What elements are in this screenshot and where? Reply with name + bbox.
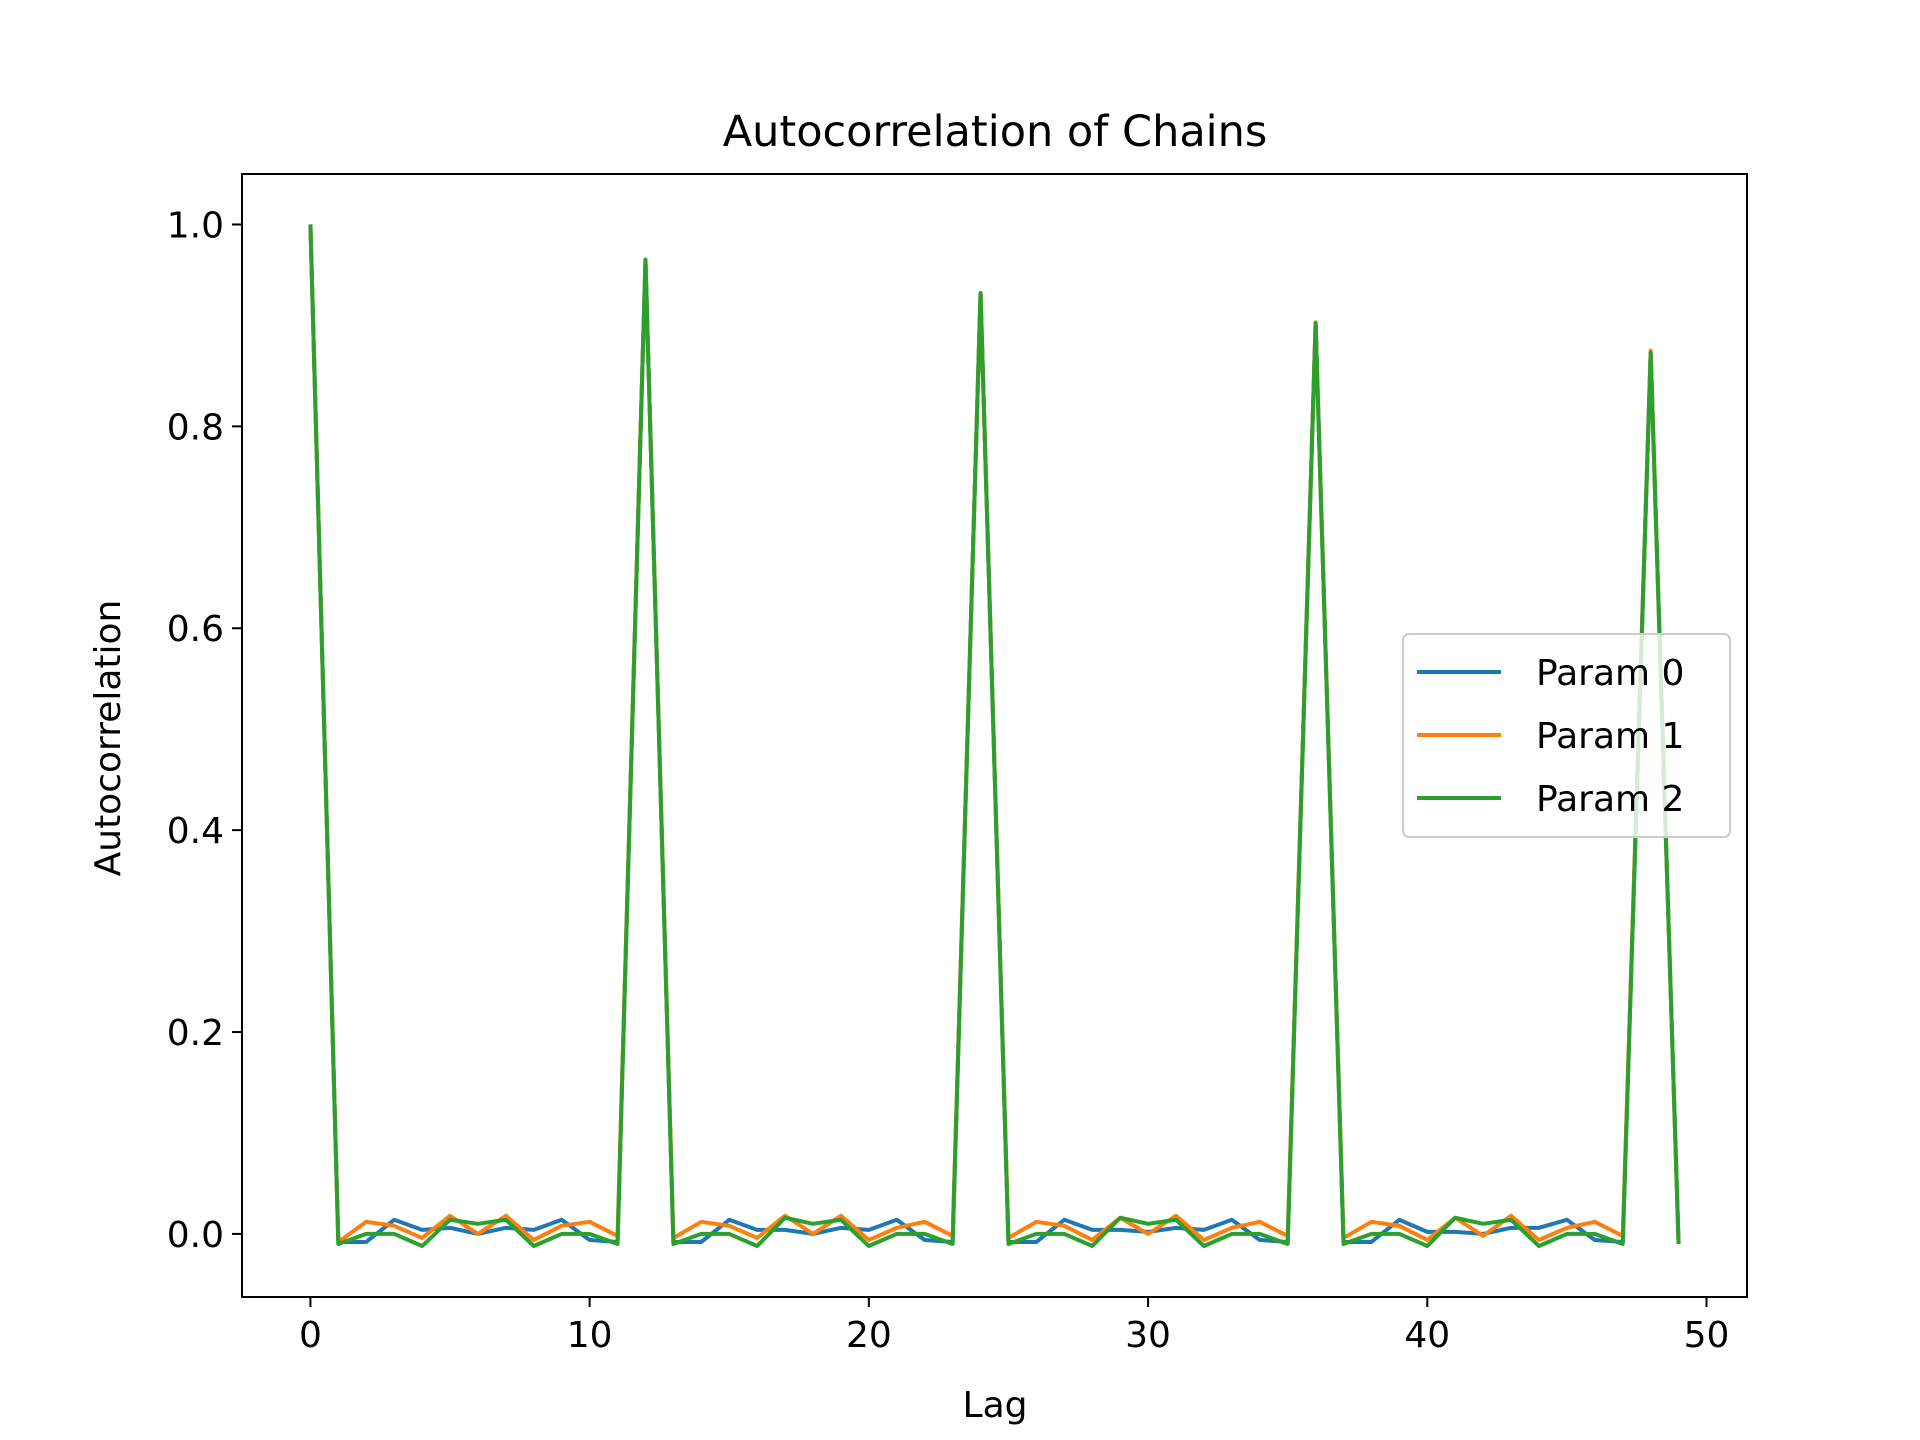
- y-tick-label: 1.0: [167, 205, 224, 246]
- legend: Param 0 Param 1 Param 2: [1402, 633, 1731, 838]
- x-axis-label: Lag: [963, 1385, 1028, 1426]
- y-axis-label: Autocorrelation: [88, 600, 129, 877]
- x-axis: 0 10 20 30 40 50: [299, 1297, 1729, 1356]
- legend-label-param-0: Param 0: [1536, 653, 1684, 694]
- y-tick-label: 0.6: [167, 609, 224, 650]
- x-tick-label: 0: [299, 1315, 322, 1356]
- legend-label-param-2: Param 2: [1536, 779, 1684, 820]
- legend-box: [1402, 633, 1731, 838]
- x-tick-label: 20: [846, 1315, 892, 1356]
- y-tick-label: 0.8: [167, 407, 224, 448]
- x-tick-label: 10: [567, 1315, 613, 1356]
- y-tick-label: 0.4: [167, 811, 224, 852]
- y-axis: 0.0 0.2 0.4 0.6 0.8 1.0: [167, 205, 242, 1256]
- chart-title: Autocorrelation of Chains: [723, 107, 1268, 157]
- y-tick-label: 0.2: [167, 1013, 224, 1054]
- plot-area: [308, 224, 1681, 1249]
- y-tick-label: 0.0: [167, 1215, 224, 1256]
- series-line-param-2: [308, 224, 1681, 1249]
- x-tick-label: 50: [1684, 1315, 1730, 1356]
- x-tick-label: 30: [1125, 1315, 1171, 1356]
- x-tick-label: 40: [1404, 1315, 1450, 1356]
- legend-label-param-1: Param 1: [1536, 716, 1684, 757]
- axes-frame: [241, 173, 1748, 1298]
